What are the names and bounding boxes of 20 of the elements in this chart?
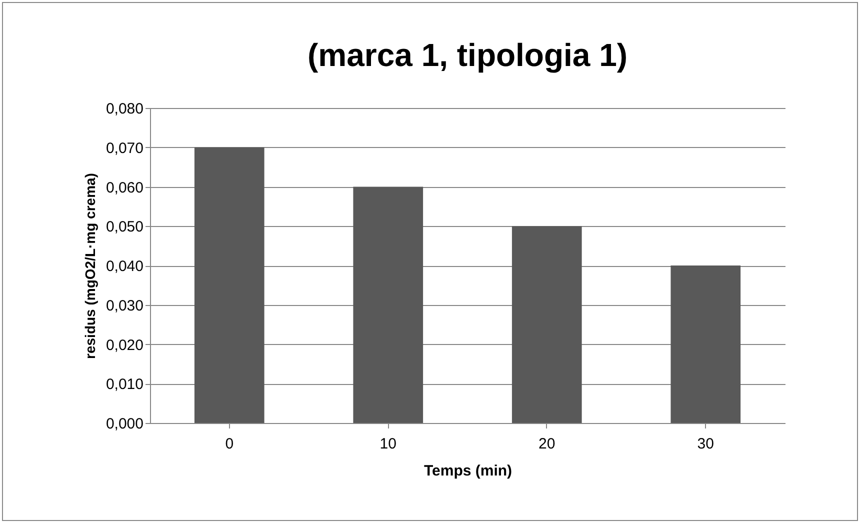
x-axis-title: Temps (min) <box>424 462 512 480</box>
bar <box>353 186 424 423</box>
bar <box>512 226 582 423</box>
x-tick-label: 20 <box>538 436 556 452</box>
y-axis-title: residus (mgO2/L·mg crema) <box>82 173 98 359</box>
y-tick-label: 0,040 <box>106 258 144 275</box>
y-tick-label: 0,050 <box>106 218 144 236</box>
x-tick-label: 30 <box>697 436 714 452</box>
y-tick-label: 0,060 <box>106 179 144 196</box>
x-tick-label: 10 <box>380 436 396 452</box>
y-tick-label: 0,020 <box>106 336 144 354</box>
y-tick-label: 0,080 <box>106 100 144 118</box>
y-tick-label: 0,070 <box>106 140 144 157</box>
bar <box>194 147 264 423</box>
y-tick-label: 0,010 <box>106 376 144 394</box>
x-tick-label: 0 <box>225 436 234 452</box>
bar <box>670 266 741 423</box>
y-tick-label: 0,000 <box>106 416 144 432</box>
chart-title: (marca 1, tipologia 1) <box>307 37 628 73</box>
y-tick-label: 0,030 <box>106 297 144 314</box>
